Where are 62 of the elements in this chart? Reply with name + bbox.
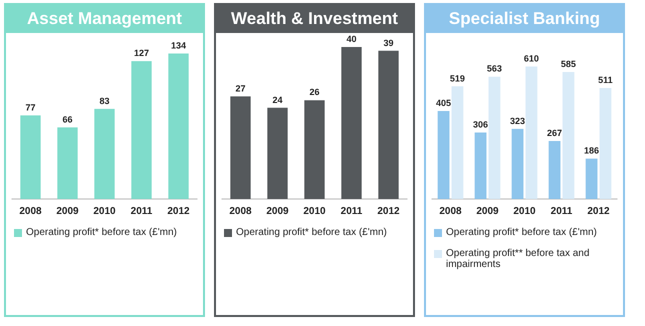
data-label: 519 bbox=[450, 73, 465, 84]
x-tick-label: 2011 bbox=[130, 206, 153, 217]
data-label: 83 bbox=[99, 96, 110, 106]
x-tick-label: 2011 bbox=[340, 206, 363, 217]
bar bbox=[586, 158, 598, 199]
x-tick-label: 2009 bbox=[476, 206, 500, 217]
bar bbox=[562, 72, 574, 199]
data-label: 563 bbox=[486, 64, 502, 74]
data-label: 186 bbox=[584, 146, 600, 156]
data-label: 585 bbox=[560, 58, 576, 69]
data-label: 511 bbox=[598, 75, 613, 86]
x-tick-label: 2010 bbox=[93, 206, 116, 217]
x-tick-label: 2009 bbox=[266, 206, 290, 217]
bar bbox=[94, 108, 115, 199]
data-label: 267 bbox=[547, 128, 562, 138]
data-label: 127 bbox=[134, 48, 150, 58]
x-tick-label: 2008 bbox=[439, 206, 462, 217]
legend-label: Operating profit* before tax (£'mn) bbox=[26, 227, 177, 238]
data-label: 26 bbox=[309, 87, 320, 98]
legend-label: Operating profit* before tax (£'mn) bbox=[236, 227, 387, 238]
bar bbox=[600, 88, 612, 199]
bar bbox=[267, 108, 288, 199]
bar bbox=[230, 96, 251, 199]
bar bbox=[512, 128, 524, 199]
bar bbox=[438, 111, 450, 199]
bar bbox=[131, 61, 152, 199]
data-label: 27 bbox=[235, 83, 246, 94]
chart-title: Specialist Banking bbox=[426, 5, 623, 33]
x-tick-label: 2008 bbox=[19, 206, 42, 217]
bar bbox=[57, 127, 78, 199]
legend-label: Operating profit* before tax (£'mn) bbox=[446, 227, 597, 238]
bar bbox=[378, 50, 399, 199]
x-tick-label: 2012 bbox=[377, 206, 400, 217]
data-label: 134 bbox=[170, 40, 186, 50]
bar bbox=[526, 66, 538, 199]
data-label: 323 bbox=[510, 116, 526, 126]
legend-label: Operating profit** before tax and impairments bbox=[446, 248, 590, 270]
x-tick-label: 2011 bbox=[550, 206, 573, 217]
chart-title: Asset Management bbox=[6, 5, 203, 33]
bar bbox=[548, 141, 560, 199]
data-label: 77 bbox=[25, 102, 36, 112]
bar bbox=[488, 76, 500, 199]
bar bbox=[452, 86, 464, 199]
bar bbox=[20, 115, 41, 199]
bar bbox=[168, 54, 189, 199]
chart-title: Wealth & Investment bbox=[216, 5, 413, 33]
x-tick-label: 2010 bbox=[513, 206, 536, 217]
x-tick-label: 2010 bbox=[303, 206, 326, 217]
x-tick-label: 2009 bbox=[56, 206, 80, 217]
data-label: 40 bbox=[346, 34, 357, 44]
bar bbox=[474, 132, 486, 199]
data-label: 610 bbox=[524, 54, 539, 64]
data-label: 24 bbox=[272, 94, 283, 105]
x-tick-label: 2012 bbox=[587, 206, 610, 217]
data-label: 39 bbox=[383, 38, 394, 48]
x-tick-label: 2008 bbox=[229, 206, 252, 217]
x-tick-label: 2012 bbox=[167, 206, 190, 217]
data-label: 405 bbox=[436, 98, 452, 108]
data-label: 306 bbox=[473, 120, 488, 130]
bar bbox=[304, 100, 325, 199]
data-label: 66 bbox=[62, 114, 73, 124]
bar bbox=[341, 47, 362, 199]
